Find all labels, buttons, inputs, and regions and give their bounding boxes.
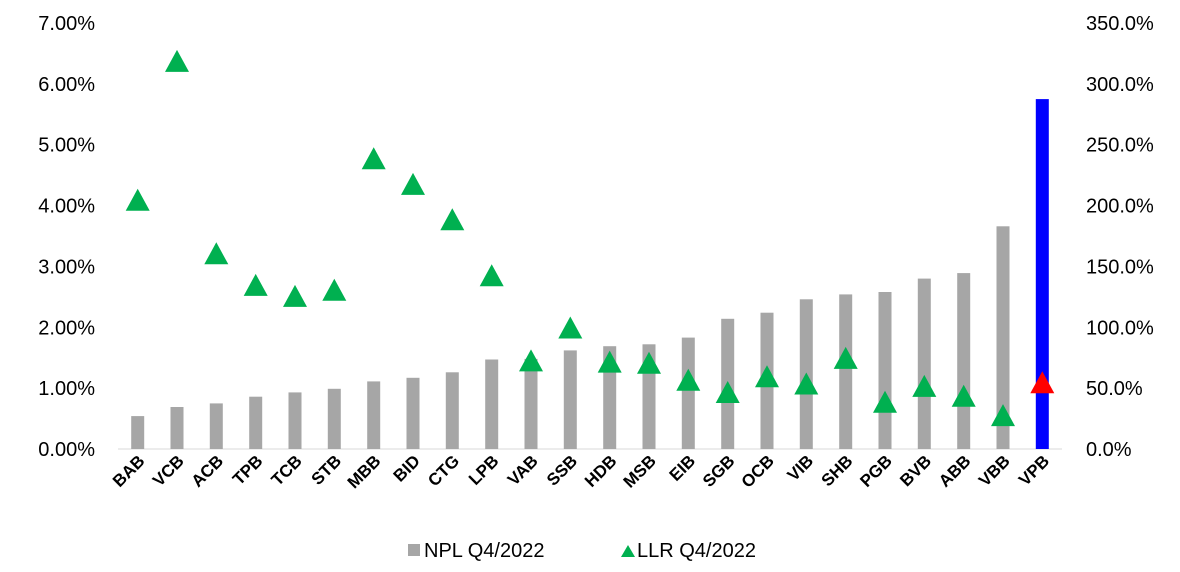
npl-bar <box>288 392 302 449</box>
x-category-label: SSB <box>543 451 581 489</box>
llr-marker <box>951 384 976 407</box>
right-tick-label: 100.0% <box>1086 317 1154 339</box>
legend: NPL Q4/2022 LLR Q4/2022 <box>408 540 756 562</box>
x-category-label: HDB <box>581 451 620 490</box>
llr-marker <box>243 273 268 296</box>
x-category-label: CTG <box>424 451 463 490</box>
legend-label-llr: LLR Q4/2022 <box>637 540 756 562</box>
npl-bar <box>485 359 499 449</box>
x-category-label: SGB <box>699 451 738 490</box>
right-y-axis: 0.0% 50.0% 100.0% 150.0% 200.0% 250.0% 300.0% 3… <box>1086 13 1154 461</box>
npl-bars <box>131 99 1049 449</box>
npl-bar <box>878 292 892 449</box>
x-category-label: EIB <box>666 451 699 484</box>
llr-marker <box>165 49 189 72</box>
llr-marker <box>873 390 897 413</box>
npl-bar <box>445 372 459 449</box>
llr-marker <box>1030 371 1055 394</box>
x-category-label: STB <box>308 451 345 488</box>
llr-markers <box>125 49 1055 427</box>
right-tick-label: 250.0% <box>1086 135 1154 157</box>
left-tick-label: 0.00% <box>38 439 95 461</box>
llr-marker <box>322 278 347 301</box>
right-tick-label: 350.0% <box>1086 13 1154 35</box>
left-tick-label: 4.00% <box>38 196 95 218</box>
npl-bar <box>131 416 145 449</box>
x-category-label: ABB <box>935 451 974 490</box>
llr-marker <box>597 350 622 373</box>
llr-marker <box>676 368 701 391</box>
x-category-label: TCB <box>268 451 306 489</box>
x-category-label: SHB <box>818 451 857 490</box>
right-tick-label: 200.0% <box>1086 196 1154 218</box>
legend-label-npl: NPL Q4/2022 <box>424 540 544 562</box>
x-category-label: ACB <box>188 451 227 490</box>
npl-bar <box>681 337 695 449</box>
left-tick-label: 7.00% <box>38 13 95 35</box>
npl-bar <box>367 381 381 449</box>
left-tick-label: 1.00% <box>38 378 95 400</box>
npl-bar <box>1035 99 1049 449</box>
npl-bar <box>406 377 420 449</box>
llr-marker <box>755 365 779 388</box>
llr-marker <box>204 242 229 265</box>
llr-marker <box>794 372 819 395</box>
x-category-label: VAB <box>504 451 542 489</box>
x-category-label: OCB <box>738 451 778 491</box>
right-tick-label: 300.0% <box>1086 74 1154 96</box>
x-category-label: PGB <box>856 451 895 490</box>
x-category-label: BID <box>390 451 424 485</box>
npl-bar <box>839 294 853 449</box>
legend-triangle-llr <box>621 545 635 557</box>
left-tick-label: 5.00% <box>38 135 95 157</box>
x-category-label: BAB <box>109 451 148 490</box>
right-tick-label: 0.0% <box>1086 439 1132 461</box>
left-tick-label: 6.00% <box>38 74 95 96</box>
llr-marker <box>912 374 937 397</box>
llr-marker <box>833 346 858 369</box>
x-category-label: VBB <box>975 451 1014 490</box>
x-category-label: VPB <box>1015 451 1053 489</box>
llr-marker <box>479 264 504 287</box>
npl-bar <box>917 278 931 449</box>
npl-bar <box>996 226 1010 449</box>
x-category-label: BVB <box>896 451 935 490</box>
llr-marker <box>401 172 425 195</box>
llr-marker <box>125 188 150 211</box>
llr-marker <box>283 284 307 307</box>
left-tick-label: 3.00% <box>38 256 95 278</box>
right-tick-label: 50.0% <box>1086 378 1143 400</box>
right-tick-label: 150.0% <box>1086 256 1154 278</box>
x-category-label: TPB <box>229 451 266 488</box>
llr-marker <box>519 349 543 372</box>
left-tick-label: 2.00% <box>38 317 95 339</box>
left-y-axis: 0.00% 1.00% 2.00% 3.00% 4.00% 5.00% 6.00% 7.00% <box>38 13 95 461</box>
x-category-label: LPB <box>465 451 502 488</box>
npl-bar <box>209 403 223 449</box>
llr-marker <box>440 208 465 231</box>
npl-bar <box>170 407 184 449</box>
npl-bar <box>249 396 263 449</box>
x-category-label: VIB <box>784 451 817 484</box>
npl-bar <box>327 388 341 449</box>
npl-bar <box>563 350 577 449</box>
npl-bar <box>957 273 971 449</box>
llr-marker <box>558 316 583 339</box>
x-category-label: VCB <box>149 451 188 490</box>
x-category-label: MSB <box>620 451 660 491</box>
npl-bar <box>524 358 538 449</box>
llr-marker <box>637 351 661 374</box>
llr-marker <box>715 381 740 403</box>
x-category-label: MBB <box>344 451 385 492</box>
legend-swatch-npl <box>408 544 420 556</box>
llr-marker <box>991 404 1015 427</box>
llr-marker <box>361 147 386 170</box>
